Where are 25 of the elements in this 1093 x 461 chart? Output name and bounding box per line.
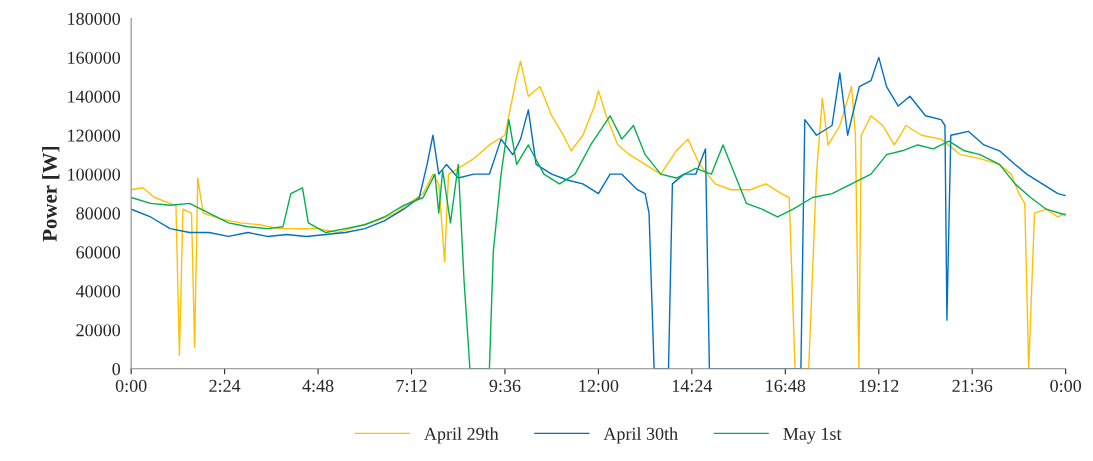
legend-label: April 29th (424, 427, 499, 444)
x-tick-label: 12:00 (579, 379, 619, 392)
x-tick-label: 16:48 (766, 379, 806, 392)
legend-label: May 1st (783, 427, 842, 444)
x-tick-label: 7:12 (396, 379, 427, 392)
legend-label: April 30th (603, 427, 678, 444)
y-tick-label: 80000 (76, 207, 121, 220)
x-tick-label: 0:00 (115, 379, 147, 392)
y-axis-title: Power [W] (42, 147, 60, 242)
y-tick-label: 180000 (68, 12, 121, 25)
y-tick-label: 20000 (76, 324, 121, 337)
y-tick-label: 100000 (68, 168, 121, 181)
x-tick-label: 14:24 (672, 379, 713, 392)
x-tick-label: 0:00 (1050, 379, 1082, 392)
y-tick-label: 40000 (75, 285, 121, 298)
x-tick-label: 19:12 (859, 379, 899, 392)
x-tick-label: 4:48 (302, 379, 334, 392)
y-tick-label: 60000 (76, 246, 121, 259)
x-tick-label: 9:36 (489, 379, 521, 392)
y-tick-label: 160000 (68, 51, 121, 64)
y-tick-label: 0 (112, 363, 121, 376)
y-tick-label: 140000 (68, 90, 121, 103)
x-tick-label: 2:24 (209, 379, 241, 392)
y-tick-label: 120000 (68, 129, 121, 142)
x-tick-label: 21:36 (952, 379, 993, 392)
